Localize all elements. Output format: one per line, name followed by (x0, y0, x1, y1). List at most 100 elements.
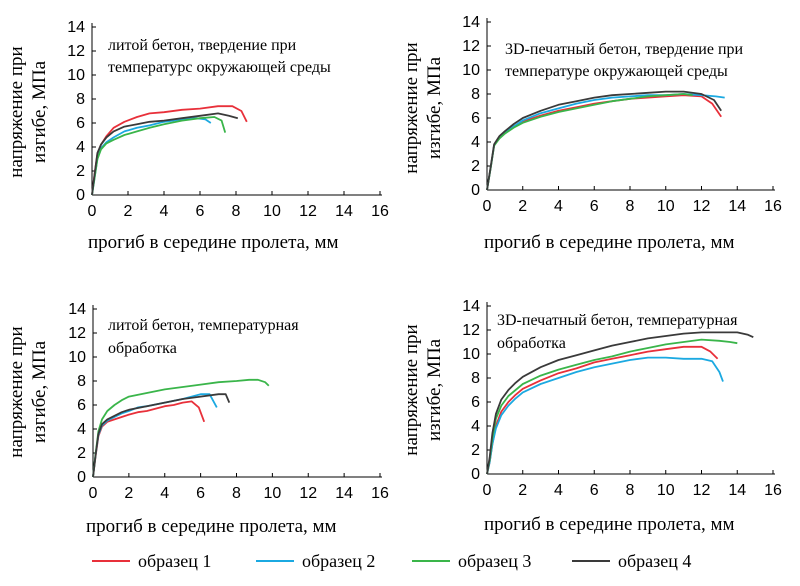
y-tick-label: 14 (462, 14, 480, 31)
y-axis-label: напряжение при (401, 42, 422, 173)
series-line-4 (486, 90, 722, 191)
legend-label-2: образец 2 (302, 551, 375, 571)
legend-item-4: образец 4 (572, 551, 691, 571)
x-tick-label: 4 (160, 203, 169, 220)
x-tick-label: 10 (263, 485, 281, 502)
legend-item-3: образец 3 (412, 551, 531, 571)
y-tick-label: 10 (68, 349, 86, 366)
legend-item-1: образец 1 (92, 551, 211, 571)
x-axis-label: прогиб в середине пролета, мм (86, 516, 337, 537)
x-tick-label: 8 (626, 198, 635, 215)
x-tick-label: 6 (196, 203, 205, 220)
series-line-2 (91, 117, 212, 196)
series-line-3 (486, 338, 738, 475)
x-tick-label: 12 (299, 203, 317, 220)
x-tick-label: 2 (124, 485, 133, 502)
y-tick-label: 10 (67, 67, 85, 84)
y-tick-label: 12 (67, 43, 85, 60)
chart-title-line: температуре окружающей среды (505, 63, 728, 80)
y-tick-label: 8 (76, 91, 85, 108)
y-axis-label: изгибе, МПа (424, 56, 445, 159)
x-axis-label: прогиб в середине пролета, мм (484, 232, 735, 253)
y-axis-label: напряжение при (6, 326, 27, 457)
y-tick-label: 0 (471, 466, 480, 483)
y-tick-label: 4 (471, 418, 480, 435)
series-line-1 (92, 400, 206, 478)
legend-item-2: образец 2 (256, 551, 375, 571)
x-tick-label: 14 (728, 198, 746, 215)
y-tick-label: 12 (68, 325, 86, 342)
x-tick-label: 10 (657, 198, 675, 215)
x-tick-label: 12 (693, 198, 711, 215)
x-tick-label: 4 (554, 482, 563, 499)
chart-panel-4: 0 2 4 6 8 10 12 14 0 2 4 6 8 10 12 14 16 3D-печатный бето… (401, 298, 782, 535)
x-tick-label: 2 (518, 482, 527, 499)
chart-title-line: обработка (108, 340, 177, 357)
y-tick-label: 12 (462, 38, 480, 55)
series-line-4 (486, 331, 754, 475)
y-tick-label: 6 (471, 394, 480, 411)
series-line-1 (486, 94, 722, 191)
y-tick-label: 6 (77, 397, 86, 414)
x-tick-label: 0 (88, 203, 97, 220)
series-line-3 (486, 93, 693, 191)
series-line-2 (486, 356, 724, 475)
x-tick-label: 16 (764, 198, 782, 215)
y-tick-label: 8 (471, 370, 480, 387)
series-line-1 (486, 345, 719, 475)
y-tick-label: 14 (67, 19, 85, 36)
x-tick-label: 6 (590, 198, 599, 215)
legend: образец 1 образец 2 образец 3 образец 4 (92, 551, 691, 571)
legend-label-4: образец 4 (618, 551, 691, 571)
chart-panel-3: 0 2 4 6 8 10 12 14 0 2 4 6 8 10 12 14 16 литой бетон, тем… (6, 301, 389, 537)
chart-title-line: литой бетон, температурная (108, 317, 299, 334)
series-line-2 (486, 93, 725, 191)
x-tick-label: 0 (89, 485, 98, 502)
y-tick-label: 2 (471, 442, 480, 459)
chart-title-line: 3D-печатный бетон, твердение при (505, 41, 744, 58)
x-tick-label: 6 (590, 482, 599, 499)
y-tick-label: 2 (77, 445, 86, 462)
y-tick-label: 14 (462, 298, 480, 315)
chart-panel-1: 0 2 4 6 8 10 12 14 0 2 4 6 8 10 12 14 16 литой бетон, тве… (6, 19, 389, 253)
y-tick-label: 6 (76, 115, 85, 132)
x-tick-label: 2 (124, 203, 133, 220)
x-tick-label: 4 (554, 198, 563, 215)
legend-label-3: образец 3 (458, 551, 531, 571)
series-line-4 (92, 393, 231, 478)
x-tick-label: 10 (657, 482, 675, 499)
x-tick-label: 4 (160, 485, 169, 502)
x-tick-label: 12 (693, 482, 711, 499)
y-tick-label: 4 (471, 134, 480, 151)
x-tick-label: 14 (728, 482, 746, 499)
x-tick-label: 8 (626, 482, 635, 499)
y-tick-label: 10 (462, 346, 480, 363)
x-tick-label: 16 (764, 482, 782, 499)
x-axis-label: прогиб в середине пролета, мм (484, 514, 735, 535)
y-tick-label: 0 (471, 182, 480, 199)
x-tick-label: 0 (483, 482, 492, 499)
chart-title-line: температурс окружающей среды (108, 59, 331, 76)
x-tick-label: 14 (335, 203, 353, 220)
y-tick-label: 2 (471, 158, 480, 175)
y-tick-label: 2 (76, 163, 85, 180)
y-tick-label: 10 (462, 62, 480, 79)
x-tick-label: 8 (232, 203, 241, 220)
x-tick-label: 6 (196, 485, 205, 502)
y-tick-label: 12 (462, 322, 480, 339)
chart-panels: 0 2 4 6 8 10 12 14 0 2 4 6 8 10 12 14 16 литой бетон, тве… (6, 14, 782, 537)
x-tick-label: 12 (299, 485, 317, 502)
y-axis-label: изгибе, МПа (29, 60, 50, 163)
legend-label-1: образец 1 (138, 551, 211, 571)
y-tick-label: 4 (76, 139, 85, 156)
y-axis-label: изгибе, МПа (29, 340, 50, 443)
series-line-3 (91, 116, 227, 196)
y-tick-label: 0 (77, 469, 86, 486)
y-tick-label: 4 (77, 421, 86, 438)
y-tick-label: 8 (471, 86, 480, 103)
y-tick-label: 14 (68, 301, 86, 318)
chart-title-line: 3D-печатный бетон, температурная (497, 312, 738, 329)
y-axis-label: напряжение при (401, 324, 422, 455)
y-tick-label: 6 (471, 110, 480, 127)
